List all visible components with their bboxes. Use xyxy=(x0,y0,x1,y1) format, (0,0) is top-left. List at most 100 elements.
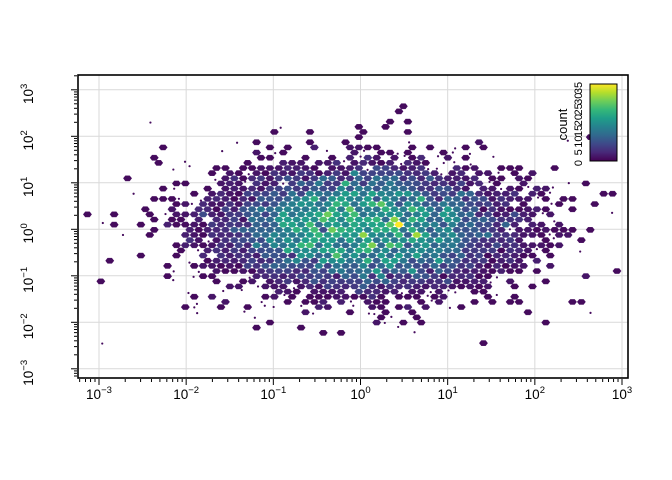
hexbin-cell xyxy=(416,257,426,264)
hexbin-cell xyxy=(176,216,186,223)
hexbin-cell xyxy=(331,242,342,249)
hexbin-cell xyxy=(202,226,213,233)
hexbin-cell xyxy=(314,273,324,280)
legend-tick-label: 0 xyxy=(573,160,585,166)
hexbin-cell xyxy=(371,216,382,223)
hexbin-cell xyxy=(420,170,431,177)
hexbin-cell xyxy=(260,231,271,239)
hexbin-cell xyxy=(345,154,355,161)
hexbin-cell xyxy=(460,195,471,203)
hexbin-cell xyxy=(558,195,569,203)
hexbin-cell xyxy=(443,175,453,182)
hexbin-cell xyxy=(456,273,467,280)
hexbin-cell xyxy=(96,278,106,285)
hexbin-cell xyxy=(514,164,524,172)
hexbin-cell xyxy=(358,200,369,208)
hexbin-cell xyxy=(269,200,280,208)
hexbin-cell xyxy=(331,221,342,228)
hexbin-dot xyxy=(541,212,544,215)
hexbin-cell xyxy=(447,180,458,187)
hexbin-cell xyxy=(251,149,262,156)
hexbin-cell xyxy=(229,216,240,223)
hexbin-cell xyxy=(265,216,275,223)
hexbin-cell xyxy=(327,247,337,254)
hexbin-cell xyxy=(327,216,337,223)
hexbin-cell xyxy=(274,216,284,223)
hexbin-cell xyxy=(385,200,395,208)
hexbin-cell xyxy=(158,195,168,203)
hexbin-cell xyxy=(291,257,302,264)
hexbin-cell xyxy=(385,180,395,187)
hexbin-cell xyxy=(216,180,226,187)
hexbin-cell xyxy=(460,226,471,233)
hexbin-cell xyxy=(278,170,289,177)
hexbin-cell xyxy=(327,206,337,213)
hexbin-cell xyxy=(153,159,164,166)
hexbin-cell xyxy=(371,185,382,192)
hexbin-cell xyxy=(474,283,484,290)
hexbin-cell xyxy=(220,257,231,264)
hexbin-cell xyxy=(211,278,222,285)
hexbin-cell xyxy=(398,226,409,233)
hexbin-cell xyxy=(345,237,355,244)
hexbin-cell xyxy=(149,154,160,161)
hexbin-cell xyxy=(287,221,297,228)
hexbin-cell xyxy=(420,221,431,228)
hexbin-dot xyxy=(274,151,277,155)
hexbin-cell xyxy=(411,273,422,280)
hexbin-cell xyxy=(202,247,213,254)
hexbin-cell xyxy=(233,221,244,228)
hexbin-cell xyxy=(371,195,382,203)
hexbin-dot xyxy=(188,261,191,264)
hexbin-cell xyxy=(403,180,413,187)
hexbin-cell xyxy=(385,231,395,239)
hexbin-cell xyxy=(269,273,280,280)
hexbin-cell xyxy=(265,247,275,254)
hexbin-cell xyxy=(420,200,431,208)
hexbin-cell xyxy=(314,242,324,249)
hexbin-dot xyxy=(535,248,538,251)
hexbin-cell xyxy=(287,211,297,218)
hexbin-cell xyxy=(314,221,324,228)
hexbin-cell xyxy=(403,190,413,197)
hexbin-dot xyxy=(349,300,353,303)
hexbin-cell xyxy=(274,288,284,295)
hexbin-cell xyxy=(567,298,578,306)
hexbin-cell xyxy=(496,226,507,233)
hexbin-cell xyxy=(567,226,578,233)
hexbin-cell xyxy=(403,128,413,136)
hexbin-cell xyxy=(483,221,493,228)
hexbin-cell xyxy=(269,180,280,187)
hexbin-cell xyxy=(216,211,226,218)
hexbin-cell xyxy=(389,175,400,182)
hexbin-cell xyxy=(523,247,533,254)
hexbin-cell xyxy=(314,180,324,187)
hexbin-cell xyxy=(309,175,320,182)
hexbin-dot xyxy=(283,293,286,297)
x-tick-label: 10−1 xyxy=(260,385,286,402)
hexbin-cell xyxy=(492,221,502,228)
hexbin-cell xyxy=(287,231,297,239)
hexbin-cell xyxy=(514,237,524,244)
hexbin-cell xyxy=(429,190,440,197)
hexbin-cell xyxy=(509,231,520,239)
hexbin-cell xyxy=(465,262,475,269)
hexbin-dot xyxy=(199,199,203,202)
hexbin-cell xyxy=(429,231,440,239)
hexbin-cell xyxy=(193,206,204,213)
hexbin-cell xyxy=(438,211,449,218)
hexbin-cell xyxy=(371,144,382,151)
hexbin-cell xyxy=(291,278,302,285)
hexbin-cell xyxy=(340,170,351,177)
hexbin-cell xyxy=(451,216,462,223)
hexbin-dot xyxy=(430,299,433,302)
hexbin-cell xyxy=(416,288,426,295)
hexbin-cell xyxy=(465,283,475,290)
hexbin-cell xyxy=(367,252,378,259)
hexbin-cell xyxy=(349,159,360,166)
hexbin-cell xyxy=(500,190,511,197)
hexbin-cell xyxy=(465,252,475,259)
hexbin-cell xyxy=(251,252,262,259)
hexbin-cell xyxy=(362,206,373,213)
hexbin-cell xyxy=(438,190,449,197)
